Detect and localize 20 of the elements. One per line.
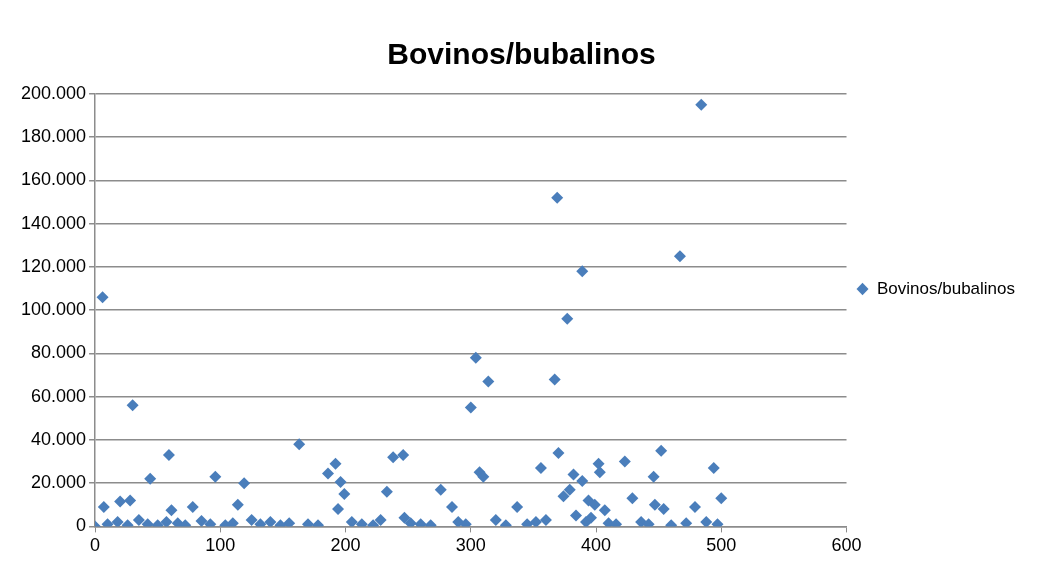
y-tick-label: 60.000: [31, 385, 87, 406]
x-tick-label: 400: [581, 535, 612, 556]
y-tick-label: 200.000: [20, 82, 87, 103]
y-tick-label: 120.000: [20, 255, 87, 276]
x-tick-label: 200: [330, 535, 361, 556]
y-tick-label: 160.000: [20, 169, 87, 190]
y-tick-label: 20.000: [31, 472, 87, 493]
x-tick-label: 0: [90, 535, 101, 556]
y-tick-label: 80.000: [31, 342, 87, 363]
x-tick-label: 600: [831, 535, 862, 556]
y-tick-label: 100.000: [20, 299, 87, 320]
chart-title: Bovinos/bubalinos: [387, 37, 656, 71]
y-tick-label: 180.000: [20, 126, 87, 147]
y-tick-label: 0: [76, 515, 87, 536]
x-tick-label: 500: [706, 535, 737, 556]
x-tick-label: 300: [455, 535, 486, 556]
legend-label: Bovinos/bubalinos: [877, 278, 1015, 298]
x-tick-label: 100: [205, 535, 236, 556]
y-tick-label: 40.000: [31, 428, 87, 449]
y-tick-label: 140.000: [20, 212, 87, 233]
